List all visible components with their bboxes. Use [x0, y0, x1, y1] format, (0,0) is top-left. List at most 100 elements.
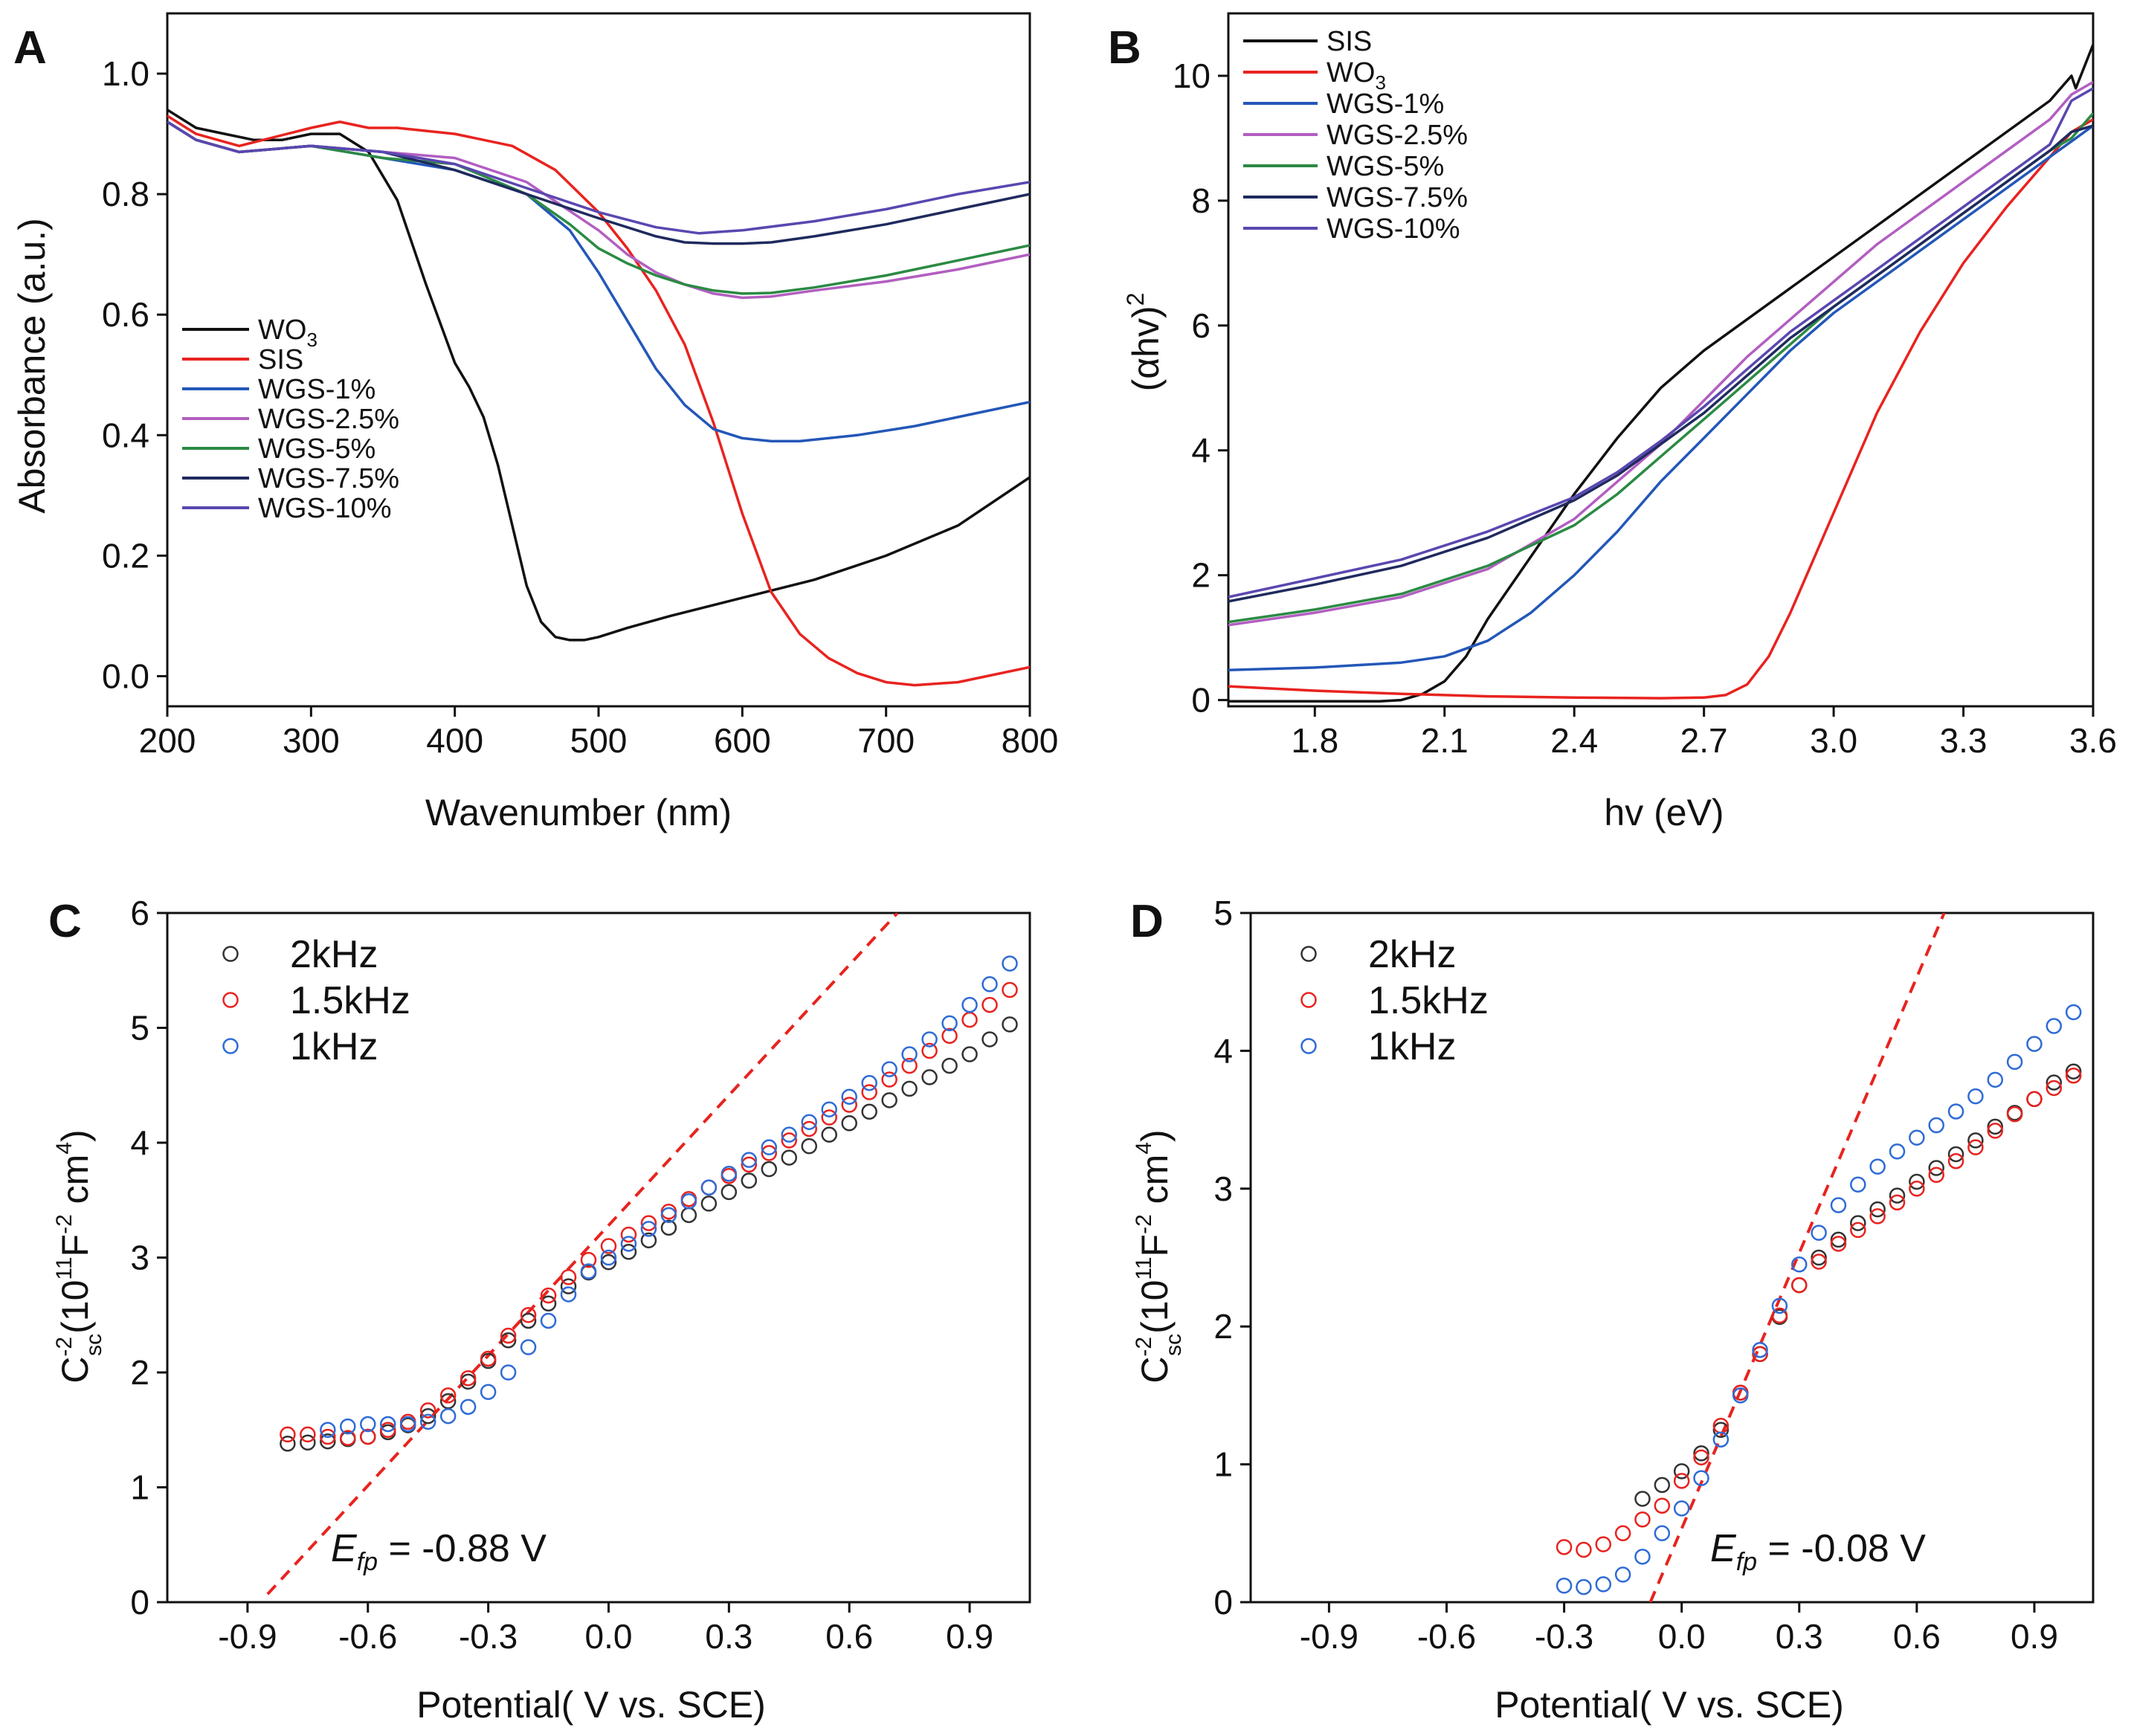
data-point-1.5khz — [801, 1120, 818, 1138]
data-point-1.5khz — [1693, 1449, 1709, 1466]
data-point-1.5khz — [1771, 1307, 1788, 1324]
data-point-1khz — [460, 1398, 477, 1416]
data-point-2khz — [1693, 1445, 1709, 1462]
legend-label: 1kHz — [290, 1025, 378, 1068]
data-point-1khz — [640, 1221, 657, 1237]
data-point-2khz — [1830, 1231, 1847, 1248]
data-point-1khz — [399, 1416, 416, 1433]
panel-b-ylabel-sup: 2 — [1122, 293, 1149, 306]
data-point-2khz — [781, 1149, 798, 1166]
data-point-1.5khz — [1576, 1541, 1592, 1558]
data-point-1khz — [961, 996, 978, 1013]
data-point-1.5khz — [861, 1084, 877, 1100]
data-point-1khz — [721, 1165, 738, 1182]
data-point-1.5khz — [1909, 1181, 1925, 1197]
x-tick-label: 3.6 — [2069, 721, 2117, 760]
legend: SISWO3WGS-1%WGS-2.5%WGS-5%WGS-7.5%WGS-10… — [1243, 26, 1468, 245]
data-point-1khz — [1614, 1566, 1631, 1583]
data-point-1khz — [1967, 1088, 1984, 1105]
data-point-1khz — [2065, 1004, 2082, 1021]
data-point-2khz — [721, 1184, 738, 1201]
y-tick-label: 6 — [1191, 306, 1211, 345]
x-tick-label: 800 — [1002, 721, 1059, 760]
efp-value: = -0.08 V — [1757, 1527, 1926, 1570]
series-line-wo3 — [1228, 118, 2093, 700]
efp-subscript: fp — [357, 1548, 378, 1576]
data-point-1.5khz — [821, 1109, 837, 1126]
data-point-1.5khz — [1673, 1473, 1690, 1489]
panel-c-letter: C — [48, 896, 82, 947]
data-point-2khz — [761, 1161, 778, 1178]
data-point-1khz — [419, 1413, 436, 1430]
data-point-1.5khz — [881, 1071, 897, 1088]
data-point-1.5khz — [280, 1426, 296, 1443]
data-point-1.5khz — [320, 1428, 336, 1445]
y-tick-label: 4 — [1191, 431, 1211, 470]
legend-marker — [1300, 946, 1317, 962]
ylabel-unit-sup: 11 — [52, 1256, 77, 1280]
data-point-1khz — [600, 1249, 617, 1266]
x-tick-label: -0.6 — [1417, 1617, 1476, 1656]
data-point-2khz — [1850, 1215, 1866, 1231]
x-tick-label: 0.0 — [585, 1617, 633, 1656]
y-tick-label: 2 — [130, 1353, 149, 1392]
legend-label: WGS-7.5% — [258, 463, 399, 494]
data-point-2khz — [941, 1057, 958, 1074]
plot-area — [266, 913, 1018, 1595]
panel-c-ylabel: C-2 sc(1011F-2 cm4) — [52, 1129, 106, 1383]
panel-a-xlabel: Wavenumber (nm) — [425, 792, 732, 833]
data-point-2khz — [1712, 1422, 1730, 1438]
data-point-2khz — [1869, 1201, 1886, 1218]
legend-label-main: WGS-7.5% — [1327, 182, 1468, 213]
data-point-2khz — [881, 1092, 897, 1109]
data-point-1khz — [1928, 1117, 1944, 1134]
legend-label: WGS-2.5% — [1327, 120, 1468, 151]
series-line-wgs-1- — [1228, 124, 2093, 672]
data-point-1.5khz — [1928, 1167, 1944, 1184]
data-point-1.5khz — [360, 1428, 376, 1445]
x-tick-label: 2.1 — [1421, 721, 1469, 760]
x-tick-label: 2.7 — [1680, 721, 1728, 760]
data-point-2khz — [419, 1407, 436, 1424]
legend-label: WGS-5% — [258, 433, 375, 465]
data-point-1khz — [439, 1407, 457, 1424]
y-tick-label: 0.8 — [102, 175, 149, 213]
data-point-1khz — [841, 1088, 857, 1105]
data-point-1khz — [1634, 1549, 1651, 1565]
ylabel-unit-end: cm — [54, 1155, 96, 1215]
data-point-1.5khz — [1947, 1152, 1964, 1169]
ylabel-unit-close: ) — [54, 1129, 96, 1142]
data-point-1khz — [2046, 1018, 2063, 1034]
y-tick-label: 0.0 — [102, 656, 149, 695]
data-point-2khz — [741, 1172, 758, 1189]
data-point-1khz — [1712, 1431, 1730, 1448]
y-tick-label: 0 — [130, 1583, 149, 1622]
data-point-2khz — [841, 1114, 857, 1132]
legend-label-main: WGS-1% — [1327, 88, 1444, 120]
data-point-2khz — [640, 1232, 657, 1249]
data-point-1.5khz — [540, 1287, 557, 1304]
data-point-2khz — [320, 1433, 336, 1450]
x-tick-label: 0.3 — [705, 1617, 752, 1656]
efp-symbol: E — [331, 1527, 358, 1570]
data-point-1.5khz — [480, 1350, 497, 1367]
series-line-wgs-10- — [1228, 87, 2093, 598]
data-point-1.5khz — [901, 1057, 918, 1074]
x-tick-label: 0.0 — [1658, 1617, 1706, 1656]
panel-c-xlabel: Potential( V vs. SCE) — [416, 1684, 766, 1726]
data-point-1.5khz — [741, 1156, 758, 1173]
y-tick-label: 1 — [130, 1468, 149, 1507]
data-point-1.5khz — [1556, 1539, 1573, 1555]
y-tick-label: 3 — [130, 1239, 149, 1277]
panel-b: B 1.8 2.1 2.4 2.7 3.0 3.3 3.60246810SISWO3WGS-… — [1108, 12, 2117, 833]
data-point-1.5khz — [379, 1422, 396, 1438]
x-tick-label: -0.6 — [338, 1617, 397, 1656]
data-point-1khz — [700, 1179, 718, 1196]
ylabel-unit-mid: F — [54, 1234, 96, 1257]
ylabel-unit-sup2: -2 — [52, 1214, 77, 1234]
data-point-1.5khz — [2046, 1080, 2063, 1097]
data-point-1.5khz — [2065, 1068, 2082, 1084]
data-point-1khz — [1771, 1297, 1788, 1314]
data-point-1khz — [1576, 1578, 1592, 1595]
